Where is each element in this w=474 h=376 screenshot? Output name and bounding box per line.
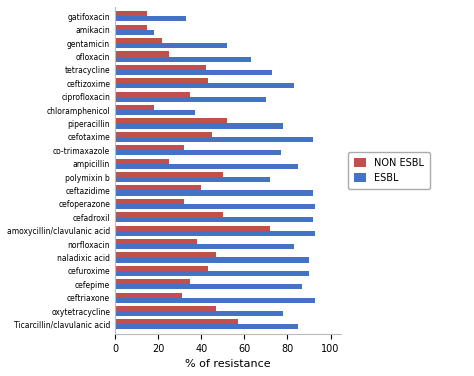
Bar	[115, 324, 298, 329]
Bar	[115, 118, 227, 123]
Bar	[115, 271, 309, 276]
Bar	[115, 30, 154, 35]
Bar	[115, 78, 208, 83]
Bar	[115, 110, 195, 115]
Bar	[115, 293, 182, 298]
Bar	[115, 145, 184, 150]
Legend: NON ESBL, ESBL: NON ESBL, ESBL	[348, 152, 429, 189]
Bar	[115, 83, 294, 88]
Bar	[115, 65, 206, 70]
Bar	[115, 199, 184, 204]
Bar	[115, 150, 281, 155]
Bar	[115, 38, 163, 43]
Bar	[115, 258, 309, 262]
Bar	[115, 185, 201, 191]
Bar	[115, 70, 273, 75]
Bar	[115, 164, 298, 169]
Bar	[115, 137, 313, 142]
Bar	[115, 252, 216, 258]
Bar	[115, 204, 315, 209]
Bar	[115, 284, 302, 289]
Bar	[115, 52, 169, 56]
Bar	[115, 123, 283, 129]
Bar	[115, 159, 169, 164]
Bar	[115, 97, 266, 102]
Bar	[115, 311, 283, 316]
Bar	[115, 43, 227, 48]
Bar	[115, 172, 223, 177]
Bar	[115, 319, 238, 324]
X-axis label: % of resistance: % of resistance	[185, 359, 271, 369]
Bar	[115, 230, 315, 236]
Bar	[115, 16, 186, 21]
Bar	[115, 24, 147, 30]
Bar	[115, 132, 212, 137]
Bar	[115, 244, 294, 249]
Bar	[115, 191, 313, 196]
Bar	[115, 105, 154, 110]
Bar	[115, 298, 315, 303]
Bar	[115, 266, 208, 271]
Bar	[115, 92, 191, 97]
Bar	[115, 212, 223, 217]
Bar	[115, 279, 191, 284]
Bar	[115, 306, 216, 311]
Bar	[115, 11, 147, 16]
Bar	[115, 56, 251, 62]
Bar	[115, 226, 270, 230]
Bar	[115, 217, 313, 222]
Bar	[115, 239, 197, 244]
Bar	[115, 177, 270, 182]
